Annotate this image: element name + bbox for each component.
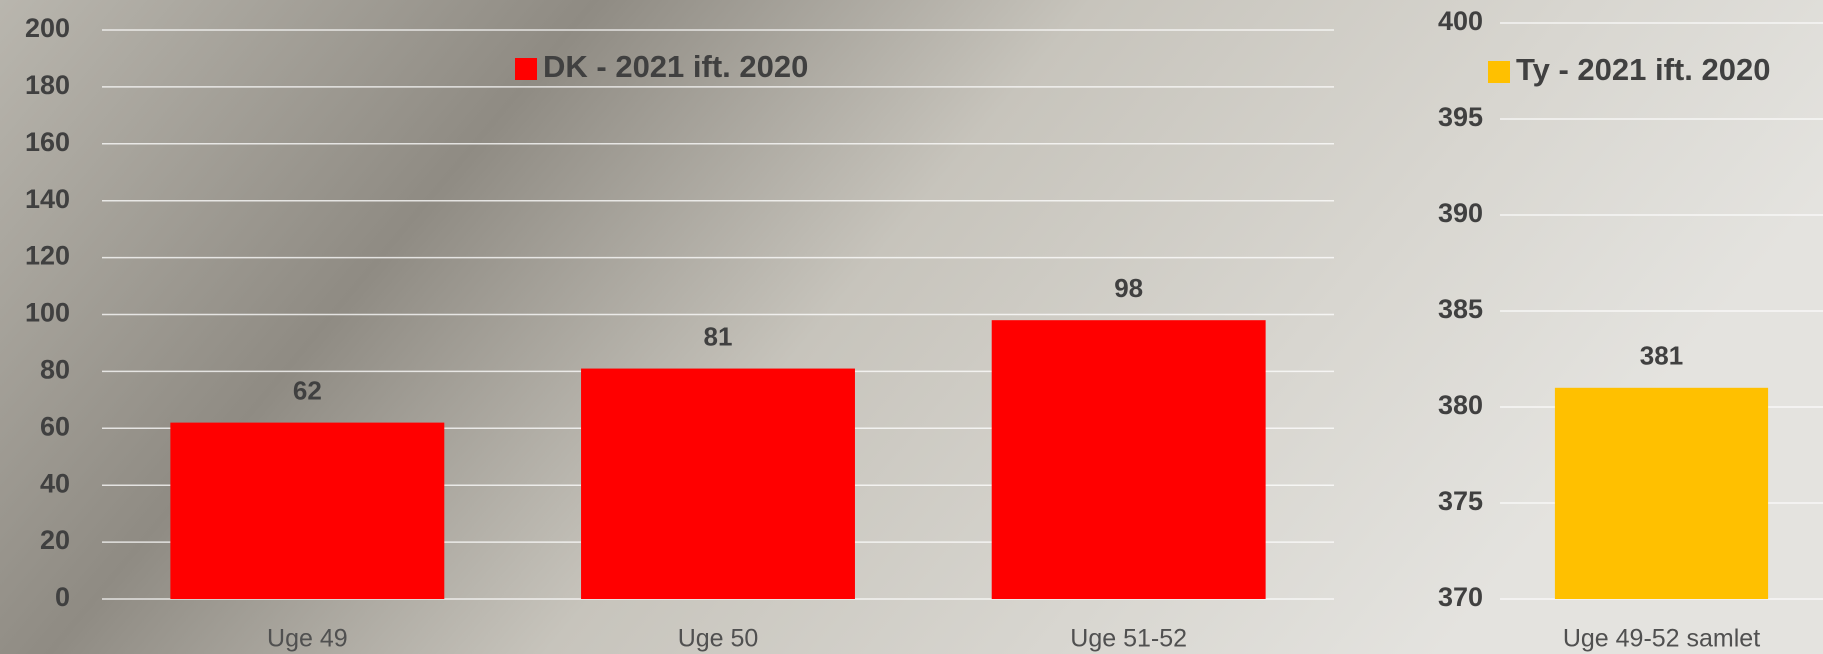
y-tick-label: 400: [1438, 6, 1483, 36]
value-label: 62: [293, 375, 322, 405]
legend-label: DK - 2021 ift. 2020: [543, 49, 808, 84]
bar: [992, 320, 1266, 599]
y-tick-label: 395: [1438, 102, 1483, 132]
y-tick-label: 200: [25, 13, 70, 43]
y-tick-label: 100: [25, 298, 70, 328]
y-tick-label: 20: [40, 525, 70, 555]
y-tick-label: 80: [40, 355, 70, 385]
bar: [581, 369, 855, 599]
value-label: 98: [1114, 273, 1143, 303]
y-tick-label: 160: [25, 127, 70, 157]
legend-swatch: [1488, 61, 1510, 83]
y-tick-label: 0: [55, 582, 70, 612]
x-tick-label: Uge 50: [678, 625, 759, 653]
y-tick-label: 60: [40, 411, 70, 441]
bar: [1555, 388, 1768, 599]
y-tick-label: 385: [1438, 294, 1483, 324]
value-label: 381: [1640, 341, 1683, 371]
value-label: 81: [704, 321, 733, 351]
y-tick-label: 370: [1438, 582, 1483, 612]
x-tick-label: Uge 51-52: [1070, 625, 1187, 653]
y-tick-label: 140: [25, 184, 70, 214]
y-tick-label: 180: [25, 70, 70, 100]
x-tick-label: Uge 49: [267, 625, 348, 653]
bar: [170, 423, 444, 599]
y-tick-label: 120: [25, 241, 70, 271]
legend-label: Ty - 2021 ift. 2020: [1516, 52, 1770, 87]
y-tick-label: 380: [1438, 390, 1483, 420]
y-tick-label: 40: [40, 468, 70, 498]
y-tick-label: 375: [1438, 486, 1483, 516]
chart: 0 20 40 60 80 100 120 140 160 180 200 Uge 49 Uge 50 U…: [0, 0, 1823, 654]
x-tick-label: Uge 49-52 samlet: [1563, 625, 1760, 653]
legend-swatch: [515, 58, 537, 80]
y-tick-label: 390: [1438, 198, 1483, 228]
